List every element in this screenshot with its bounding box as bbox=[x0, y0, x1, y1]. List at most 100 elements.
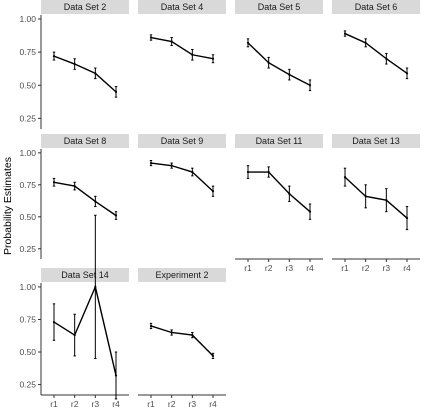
data-point bbox=[288, 192, 291, 195]
y-tick-label: 1.00 bbox=[19, 14, 36, 24]
data-point bbox=[191, 333, 194, 337]
data-point bbox=[385, 199, 388, 202]
facet-panel: Data Set 6 bbox=[332, 0, 420, 80]
data-point bbox=[149, 324, 153, 328]
data-point bbox=[52, 320, 56, 324]
data-point bbox=[170, 40, 173, 43]
y-tick-label: 0.50 bbox=[19, 80, 36, 90]
facet-title: Data Set 4 bbox=[161, 2, 204, 12]
y-tick-label: 0.75 bbox=[19, 314, 36, 324]
x-tick-label: r2 bbox=[168, 399, 176, 408]
y-axis-label: Probability Estimates bbox=[2, 157, 14, 255]
data-point bbox=[246, 41, 250, 44]
facet-panel: Data Set 13 r1 r2 r3 r4 bbox=[332, 134, 420, 273]
facet-title: Data Set 6 bbox=[355, 2, 398, 12]
facet-title: Experiment 2 bbox=[155, 270, 208, 280]
x-tick-label: r2 bbox=[265, 263, 273, 273]
x-tick-label: r2 bbox=[71, 399, 79, 408]
data-point bbox=[308, 84, 312, 87]
data-point bbox=[405, 216, 409, 220]
y-tick-label: 0.50 bbox=[19, 347, 36, 357]
series-line bbox=[247, 42, 311, 86]
facet-strip bbox=[138, 268, 226, 282]
data-point bbox=[114, 90, 118, 93]
series-line bbox=[53, 55, 117, 93]
data-point bbox=[73, 184, 76, 188]
x-tick-label: r2 bbox=[362, 263, 370, 273]
data-point bbox=[267, 61, 270, 64]
facet-strip bbox=[41, 134, 129, 148]
facet-strip bbox=[332, 134, 420, 148]
data-point bbox=[94, 72, 97, 75]
facet-strip bbox=[41, 0, 129, 14]
data-point bbox=[170, 331, 173, 334]
data-point bbox=[211, 190, 215, 193]
series-line bbox=[150, 325, 214, 357]
data-point bbox=[94, 285, 97, 289]
facet-title: Data Set 8 bbox=[64, 136, 107, 146]
data-point bbox=[191, 53, 194, 56]
data-point bbox=[364, 195, 367, 198]
data-point bbox=[211, 354, 215, 358]
x-tick-label: r1 bbox=[244, 263, 252, 273]
series-line bbox=[150, 162, 214, 192]
facet-title: Data Set 14 bbox=[61, 270, 109, 280]
x-tick-label: r3 bbox=[92, 399, 100, 408]
data-point bbox=[73, 333, 76, 337]
x-tick-label: r1 bbox=[50, 399, 58, 408]
data-point bbox=[308, 210, 312, 213]
data-point bbox=[114, 214, 118, 217]
data-point bbox=[267, 170, 270, 174]
data-point bbox=[149, 161, 153, 165]
facet-panel: Data Set 2 0.25 0.50 0.75 1.00 bbox=[19, 0, 129, 129]
y-tick-label: 0.75 bbox=[19, 47, 36, 57]
facet-strip bbox=[235, 0, 323, 14]
y-tick-label: 1.00 bbox=[19, 148, 36, 158]
data-point bbox=[191, 170, 194, 174]
facet-title: Data Set 13 bbox=[352, 136, 400, 146]
data-point bbox=[73, 62, 76, 66]
facet-strip bbox=[332, 0, 420, 14]
y-tick-label: 0.25 bbox=[19, 380, 36, 390]
data-point bbox=[170, 164, 173, 167]
x-tick-label: r1 bbox=[147, 399, 155, 408]
data-point bbox=[343, 176, 347, 179]
x-tick-label: r3 bbox=[189, 399, 197, 408]
data-point bbox=[149, 36, 153, 39]
data-point bbox=[343, 32, 347, 35]
y-tick-label: 0.25 bbox=[19, 244, 36, 254]
facet-panel: Data Set 9 bbox=[138, 134, 226, 197]
x-tick-label: r3 bbox=[286, 263, 294, 273]
x-tick-label: r4 bbox=[306, 263, 314, 273]
y-tick-label: 0.50 bbox=[19, 212, 36, 222]
data-point bbox=[94, 200, 97, 203]
data-point bbox=[211, 57, 215, 60]
series-line bbox=[344, 176, 408, 219]
data-point bbox=[114, 374, 118, 377]
facet-panel: Data Set 4 bbox=[138, 0, 226, 64]
facet-strip bbox=[235, 134, 323, 148]
x-tick-label: r4 bbox=[403, 263, 411, 273]
data-point bbox=[52, 54, 56, 58]
series-line bbox=[150, 36, 214, 60]
facet-panel: Data Set 5 bbox=[235, 0, 323, 92]
data-point bbox=[246, 170, 250, 174]
y-tick-label: 0.25 bbox=[19, 113, 36, 123]
x-tick-label: r1 bbox=[341, 263, 349, 273]
facet-panel: Data Set 11 r1 r2 r3 r4 bbox=[235, 134, 323, 273]
facet-strip bbox=[138, 0, 226, 14]
x-tick-label: r4 bbox=[209, 399, 217, 408]
facet-panels: Data Set 2 0.25 0.50 0.75 1.00 Data Set 4 Data… bbox=[19, 0, 420, 408]
data-point bbox=[52, 181, 56, 184]
series-line bbox=[248, 171, 311, 213]
facet-title: Data Set 5 bbox=[258, 2, 301, 12]
y-tick-label: 1.00 bbox=[19, 282, 36, 292]
facet-panel: Data Set 8 0.25 0.50 0.75 1.00 bbox=[19, 134, 129, 259]
facet-panel: Experiment 2 r1 r2 r3 r4 bbox=[138, 268, 226, 408]
y-tick-label: 0.75 bbox=[19, 180, 36, 190]
facet-strip bbox=[138, 134, 226, 148]
facet-strip bbox=[41, 268, 129, 282]
series-line bbox=[53, 181, 117, 217]
x-tick-label: r3 bbox=[383, 263, 391, 273]
